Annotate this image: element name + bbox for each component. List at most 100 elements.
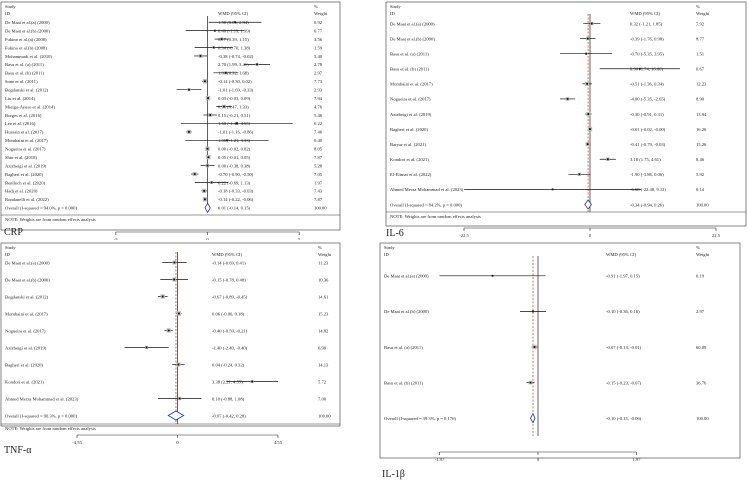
crp-point-estimate [207,97,209,100]
il6-study-label: Basu et al. (a) (2011) [390,51,429,56]
crp-ci-label: -0.14 (-0.22, -0.06) [218,197,254,203]
il1b-study-label: Basu et al. (b) (2011) [384,380,423,385]
tnf-study-label: Mombaini et al. (2017) [5,311,48,316]
il6-header-study: Study [390,4,401,9]
crp-study-label: Lee et al. (2016) [5,121,36,126]
crp-study-label: Mombaini et al. (2017) [5,138,48,143]
crp-point-estimate [188,130,190,133]
crp-weight-label: 3.56 [314,37,323,42]
il6-weight-label: 1.51 [696,51,705,56]
il6-overall-label: Overall (I-squared = 84.2%, p = 0.000) [390,202,462,208]
crp-study-label: Nogueira et al. (2017) [5,147,46,152]
crp-point-estimate [199,55,202,57]
tnf-weight-label: 14.82 [318,328,329,333]
crp-weight-label: 5.40 [314,54,323,59]
crp-ci-label: 0.00 (-0.02, 0.02) [218,147,251,153]
crp-point-estimate [204,80,206,83]
crp-study-label: Sone et al. (2011) [5,79,38,84]
il6-point-estimate [585,52,587,55]
crp-ci-label: 1.50 (0.06, 2.94) [218,20,249,26]
il1b-point-estimate [491,274,494,277]
il6-study-label: Ahmed Merza Mohammad et al. (2023) [390,187,464,192]
il6-plot-svg: Study ID WMD (95% CI)% Weight De Maat et al.… [385,1,747,239]
crp-study-label: De Maat et al.(b) (2000) [5,28,50,33]
il6-title: IL-6 [386,228,404,239]
crp-study-label: De Maat et al.(a) (2000) [5,20,50,25]
tnf-ci-label: 3.38 (2.21, 4.55) [212,379,243,385]
crp-ci-label: 1.06 (-1.21, 3.33) [218,138,251,144]
tnf-weight-label: 14.61 [318,294,329,299]
il6-weight-label: 0.67 [696,67,705,72]
il6-point-estimate [606,158,609,161]
crp-point-estimate [213,29,216,32]
il6-study-label: Basu et al. (b) (2011) [390,67,429,72]
crp-ci-label: 2.70 (1.99, 3.41) [218,62,249,68]
tnf-study-label: Ahmed Merza Mohammad et al. (2023) [5,396,79,401]
forest-plot-tnf: Study ID WMD (95% CI)% Weight De Maat et al.… [0,242,370,483]
crp-point-estimate [203,190,206,192]
tnf-study-label: Bogdanski et al. (2012) [5,294,49,299]
crp-weight-label: 0.22 [314,121,323,126]
crp-study-label: Liu et al. (2014) [5,96,35,101]
il1b-weight-label: 0.19 [696,274,705,279]
tnf-ci-label: -0.67 (-0.89, -0.45) [212,294,248,300]
il6-header-weight: Weight [696,11,710,16]
crp-point-estimate [188,88,190,91]
il6-study-label: El-Elimat et al. (2022) [390,172,432,177]
il6-header-pct: % [696,4,700,9]
il6-point-estimate [586,37,589,40]
il6-point-estimate [586,143,589,146]
crp-weight-label: 8.05 [314,147,323,152]
tnf-header-pct: % [318,245,322,250]
il1b-weight-label: 2.97 [696,309,705,314]
crp-study-label: Rondanelli et al. (2022) [5,197,49,202]
il6-x-tick-label: 0 [589,233,592,238]
il6-weight-label: 8.77 [696,36,705,41]
il6-study-label: Mombaini et al. (2017) [390,82,433,87]
il6-weight-label: 13.94 [696,112,707,117]
crp-point-estimate [223,105,225,108]
il1b-point-estimate [529,381,532,384]
il6-x-tick-label: 22.5 [712,233,721,238]
tnf-point-estimate [178,397,181,400]
crp-weight-label: 1.59 [314,45,323,50]
il6-header-effect: WMD (95% CI) [630,11,661,16]
crp-point-estimate [234,21,236,24]
il6-weight-label: 8.90 [696,97,705,102]
crp-study-label: Basu et al. (a) (2011) [5,62,44,67]
tnf-ci-label: 0.10 (-0.88, 1.08) [212,396,245,402]
forest-plot-il6: Study ID WMD (95% CI)% Weight De Maat et al.… [378,0,748,240]
crp-point-estimate [207,156,210,159]
il1b-overall-diamond [530,412,536,424]
crp-weight-label: 4.76 [314,104,323,109]
tnf-study-label: De Maat et al.(a) (2000) [5,260,50,265]
il6-ci-label: -4.00 (-5.35, -2.65) [630,97,666,103]
crp-title: CRP [4,227,23,238]
tnf-point-estimate [173,261,176,264]
crp-weight-label: 7.87 [314,197,323,202]
tnf-weight-label: 6.90 [318,345,327,350]
crp-weight-label: 5.46 [314,113,323,118]
il6-weight-label: 8.46 [696,157,705,162]
tnf-ci-label: -0.40 (-0.59, -0.21) [212,328,248,334]
il1b-overall-weight: 100.00 [696,416,709,421]
il6-frame [385,1,747,227]
crp-ci-label: 0.40 (-1.19, 1.99) [218,28,251,34]
il6-weight-label: 16.26 [696,127,707,132]
tnf-frame [0,242,341,427]
crp-header-id: ID [5,11,11,16]
il1b-overall-ci: -0.10 (-0.15, -0.06) [606,416,642,422]
crp-header-effect: WMD (95% CI) [218,11,249,16]
crp-overall-weight: 100.00 [314,206,327,211]
il6-point-estimate [578,173,581,176]
il6-study-label: De Maat et al.(b) (2000) [390,36,435,41]
il6-point-estimate [638,67,641,70]
crp-study-label: Fukino et al.(a) (2008) [5,37,47,42]
forest-plot-crp: Study ID WMD (95% CI)% Weight De Maat et al.… [0,0,370,242]
tnf-x-tick-label: -4.55 [72,440,82,445]
crp-overall-label: Overall (I-squared = 94.0%, p = 0.000) [5,206,77,212]
crp-ci-label: 1.60 (-1.45, 4.65) [218,121,251,127]
il6-study-label: Bagheri et al. (2020) [390,127,428,132]
crp-weight-label: 0.77 [314,28,323,33]
crp-study-label: Benlloch et al. (2020) [5,180,46,185]
